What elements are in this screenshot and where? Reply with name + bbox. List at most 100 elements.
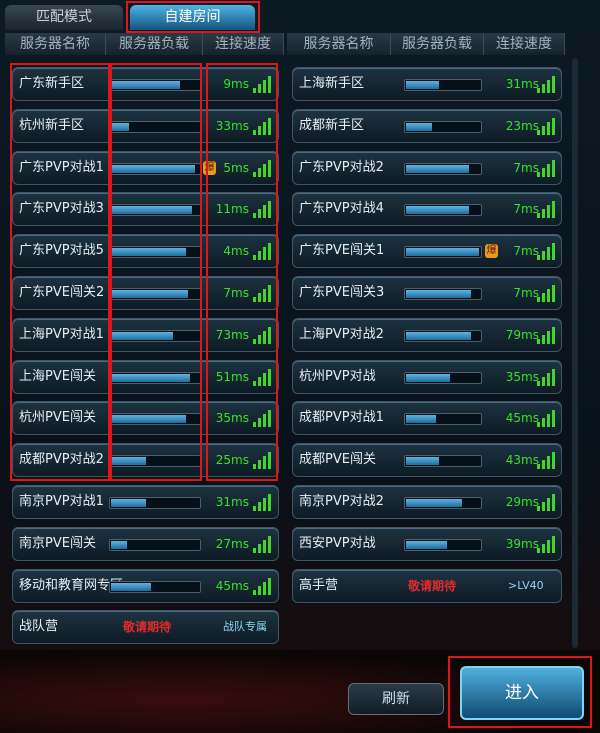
server-row[interactable]: 杭州PVP对战 35ms	[292, 359, 562, 394]
server-row[interactable]: 上海PVP对战2 79ms	[292, 317, 562, 352]
ping: 23ms	[505, 118, 539, 133]
load-bar	[406, 164, 469, 173]
server-name: 广东PVP对战1	[19, 159, 104, 175]
server-row[interactable]: 上海PVP对战1 73ms	[12, 317, 279, 352]
load-bar	[406, 248, 479, 257]
ping: 9ms	[223, 77, 249, 91]
server-name: 广东PVP对战4	[299, 201, 384, 217]
server-name: 移动和教育网专区	[19, 577, 124, 593]
load-bar	[111, 331, 173, 340]
status-text: 敬请期待	[123, 620, 172, 635]
server-row[interactable]: 广东PVP对战3 11ms	[12, 192, 279, 227]
server-name: 成都PVE闯关	[299, 452, 376, 468]
signal-icon	[253, 535, 273, 553]
server-name: 广东PVE闯关3	[299, 285, 385, 300]
server-row[interactable]: 广东PVP对战4 7ms	[292, 192, 562, 227]
server-row[interactable]: 南京PVP对战1 31ms	[12, 485, 279, 519]
signal-icon	[253, 409, 273, 428]
tab-match[interactable]: 匹配模式	[5, 5, 123, 30]
highlight	[10, 63, 110, 481]
signal-icon	[537, 117, 557, 135]
server-name: 广东PVP对战5	[19, 243, 104, 259]
load-bar	[111, 290, 189, 298]
server-row[interactable]: 战队营 敬请期待 战队专属	[12, 610, 279, 645]
refresh-button[interactable]: 刷新	[348, 683, 444, 715]
server-row[interactable]: 广东新手区 9ms	[12, 67, 279, 101]
signal-icon	[253, 493, 273, 511]
ping: 35ms	[215, 411, 249, 426]
load-bar	[406, 415, 436, 424]
signal-icon	[253, 577, 273, 595]
server-row[interactable]: 西安PVP对战 39ms	[292, 526, 562, 561]
load-bar	[111, 499, 147, 507]
server-name: 上海PVE闯关	[19, 368, 96, 384]
ping: 79ms	[505, 327, 539, 342]
ping: 31ms	[505, 77, 539, 91]
signal-icon	[537, 493, 557, 511]
server-name: 杭州PVP对战	[299, 368, 376, 384]
server-row[interactable]: 上海PVE闯关 51ms	[12, 359, 279, 394]
signal-icon	[253, 117, 273, 135]
scrollbar[interactable]	[572, 58, 578, 648]
server-row[interactable]: 成都PVP对战1 45ms	[292, 401, 562, 436]
column-header: 服务器负载	[106, 33, 203, 55]
signal-icon	[537, 200, 557, 219]
ping: 29ms	[505, 495, 539, 509]
server-row[interactable]: 成都PVE闯关 43ms	[292, 443, 562, 478]
load-bar	[406, 206, 469, 215]
server-name: 南京PVP对战2	[299, 494, 384, 509]
load-track	[404, 246, 482, 259]
ping: 43ms	[505, 453, 539, 468]
server-row[interactable]: 广东PVP对战2 7ms	[292, 150, 562, 185]
server-row[interactable]: 成都PVP对战2 25ms	[12, 443, 279, 478]
server-row[interactable]: 移动和教育网专区 45ms	[12, 568, 279, 603]
signal-icon	[537, 284, 557, 302]
server-row[interactable]: 南京PVP对战2 29ms	[292, 485, 562, 519]
column-header: 服务器名称	[287, 33, 391, 55]
server-name: 广东PVE闯关1	[299, 243, 385, 259]
signal-icon	[253, 200, 273, 219]
server-row[interactable]: 杭州新手区 33ms	[12, 108, 279, 143]
server-row[interactable]: 广东PVP对战1 爆 5ms	[12, 150, 279, 185]
ping: 35ms	[505, 369, 539, 384]
signal-icon	[253, 451, 273, 470]
load-bar	[406, 499, 462, 507]
server-name: 广东PVP对战2	[299, 159, 384, 175]
ping: 73ms	[215, 327, 249, 342]
server-row[interactable]: 广东PVP对战5 4ms	[12, 234, 279, 269]
server-row[interactable]: 广东PVE闯关1 爆 7ms	[292, 234, 562, 269]
signal-icon	[253, 284, 273, 302]
server-row[interactable]: 南京PVE闯关 27ms	[12, 526, 279, 561]
signal-icon	[537, 242, 557, 261]
server-row[interactable]: 上海新手区 31ms	[292, 67, 562, 101]
signal-icon	[253, 242, 273, 261]
column-header: 连接速度	[484, 33, 565, 55]
highlight	[448, 656, 592, 728]
column-header: 连接速度	[203, 33, 284, 55]
load-track	[404, 204, 482, 217]
enter-button[interactable]: 进入	[460, 666, 584, 720]
server-row[interactable]: 广东PVE闯关3 7ms	[292, 276, 562, 310]
signal-icon	[253, 326, 273, 344]
server-name: 成都PVP对战2	[19, 452, 104, 468]
load-track	[404, 162, 482, 175]
server-name: 南京PVE闯关	[19, 535, 96, 551]
server-row[interactable]: 成都新手区 23ms	[292, 108, 562, 143]
load-track	[109, 580, 201, 593]
ping: 7ms	[223, 286, 249, 300]
load-track	[109, 497, 201, 509]
load-track	[404, 413, 482, 426]
status-text: 敬请期待	[408, 578, 457, 593]
hot-badge: 爆	[485, 244, 498, 259]
highlight	[206, 63, 278, 481]
ping: 33ms	[215, 118, 249, 133]
ping: 31ms	[215, 495, 249, 509]
load-bar	[406, 290, 472, 298]
signal-icon	[537, 409, 557, 428]
tab-custom[interactable]: 自建房间	[130, 5, 255, 30]
server-row[interactable]: 高手营 敬请期待 >LV40	[292, 568, 562, 603]
ping: 45ms	[215, 578, 249, 593]
server-name: 高手营	[299, 577, 339, 593]
server-row[interactable]: 广东PVE闯关2 7ms	[12, 276, 279, 310]
server-name: 成都PVP对战1	[299, 410, 384, 426]
